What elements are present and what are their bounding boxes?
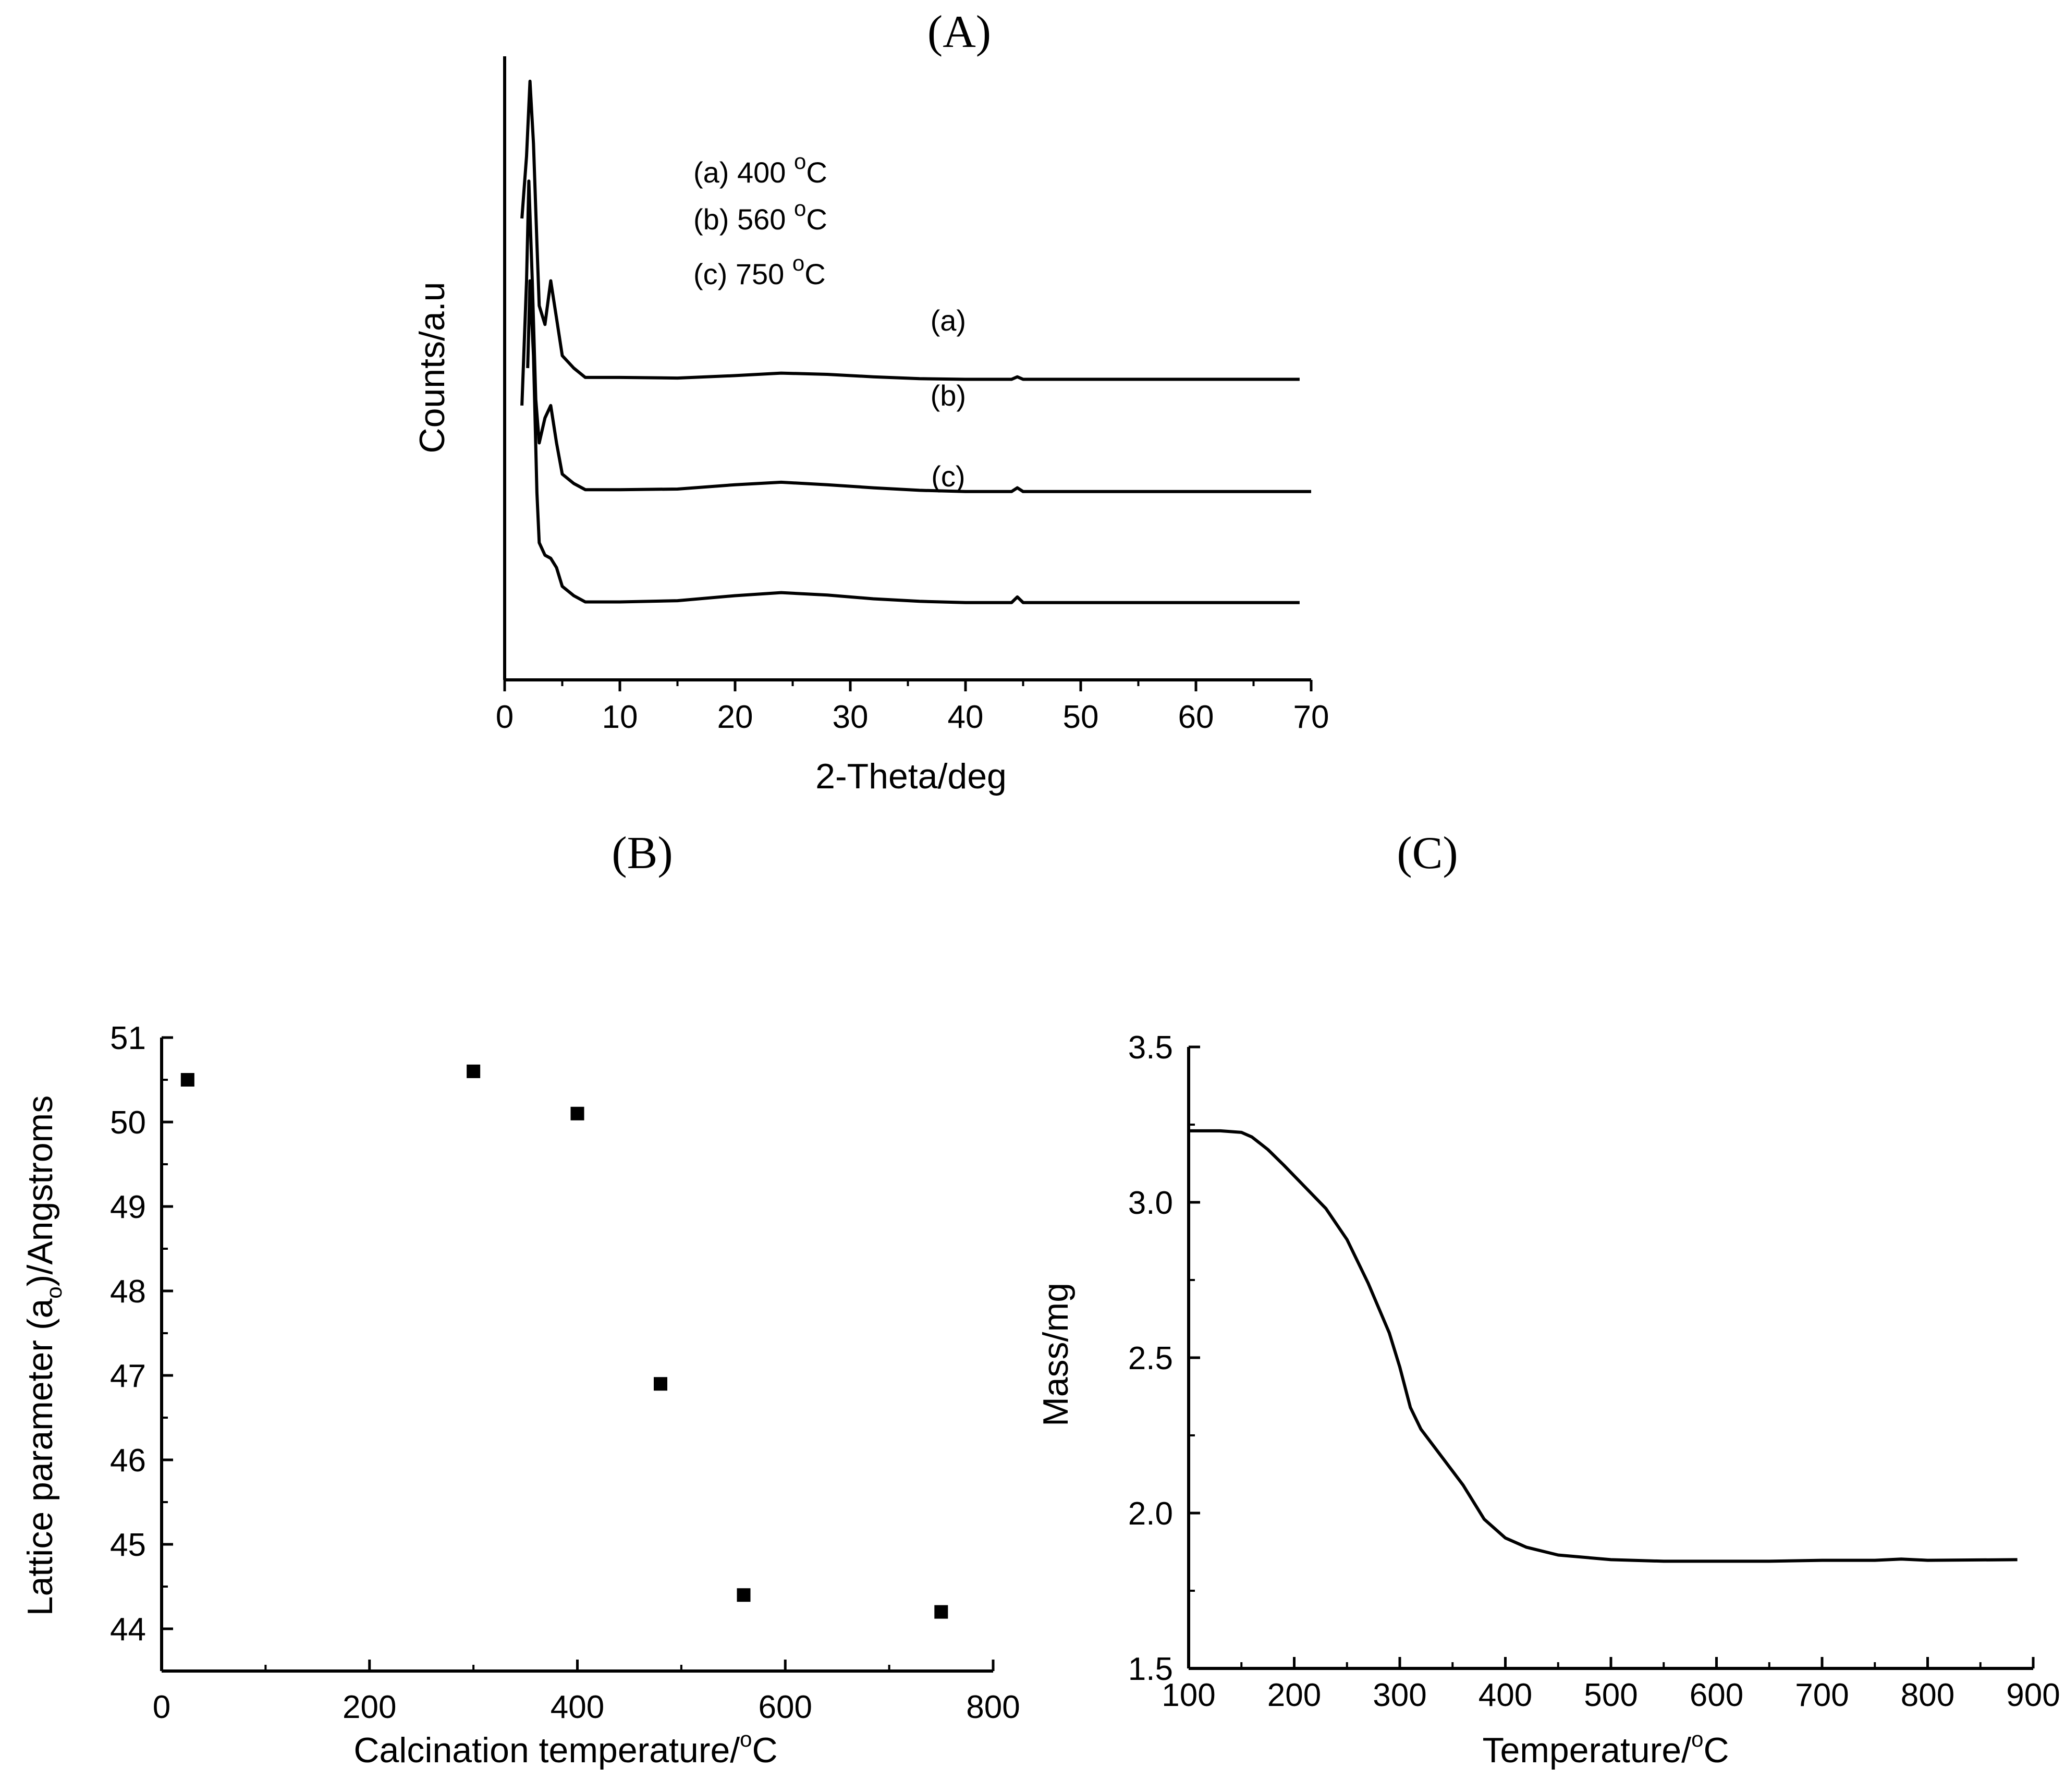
legend-text: (b) 560 <box>693 203 794 236</box>
x-axis-title-text-b: Calcination temperature/ <box>353 1730 740 1770</box>
x-tick-label-c: 200 <box>1267 1677 1321 1713</box>
chart-b: (B) 0 200 400 600 800 44 45 46 47 48 49 50 51 Calcinat… <box>20 828 1020 1770</box>
x-tick-label-a: 70 <box>1293 699 1329 735</box>
legend-degree: o <box>794 196 806 221</box>
legend-entry: (c) 750 oC <box>693 251 826 290</box>
x-tick-label-c: 900 <box>2006 1677 2060 1713</box>
x-tick-label-c: 100 <box>1162 1677 1215 1713</box>
scatter-point <box>934 1605 948 1619</box>
y-tick-label-b: 49 <box>110 1189 146 1225</box>
x-axis-title-degree-c: o <box>1691 1727 1703 1751</box>
panel-label-a: (A) <box>927 7 991 57</box>
x-tick-label-b: 800 <box>966 1689 1020 1725</box>
y-tick-label-b: 48 <box>110 1274 146 1310</box>
scatter-point <box>737 1588 751 1602</box>
chart-a: (A) 0 10 20 30 40 50 60 70 2-Theta/deg Counts/a.u (… <box>412 7 1329 796</box>
x-tick-label-a: 50 <box>1063 699 1099 735</box>
x-tick-label-c: 600 <box>1690 1677 1743 1713</box>
series-line-1 <box>520 179 1311 493</box>
legend-text: (a) 400 <box>693 156 794 189</box>
y-axis-title-a: Counts/a.u <box>412 282 452 454</box>
panel-label-c: (C) <box>1397 828 1458 879</box>
legend-unit: C <box>804 258 825 290</box>
series-label-0: (a) <box>931 304 966 337</box>
x-axis-title-unit-b: C <box>752 1730 778 1770</box>
x-axis-title-c: Temperature/oC <box>1482 1727 1729 1770</box>
y-axis-title-sub-b: o <box>42 1286 66 1298</box>
x-axis-title-b: Calcination temperature/oC <box>353 1727 777 1770</box>
series-line-0 <box>520 79 1300 381</box>
x-axis-title-unit-c: C <box>1703 1730 1729 1770</box>
x-tick-label-c: 400 <box>1479 1677 1532 1713</box>
y-tick-label-b: 51 <box>110 1020 146 1056</box>
x-tick-label-b: 400 <box>551 1689 604 1725</box>
scatter-point <box>570 1106 584 1120</box>
x-tick-label-a: 10 <box>602 699 638 735</box>
x-tick-label-c: 300 <box>1373 1677 1426 1713</box>
y-tick-label-c: 3.0 <box>1128 1185 1173 1221</box>
x-tick-label-a: 20 <box>717 699 753 735</box>
x-axis-title-a: 2-Theta/deg <box>815 757 1007 796</box>
y-tick-label-c: 1.5 <box>1128 1651 1173 1687</box>
legend-unit: C <box>806 203 827 236</box>
y-tick-label-b: 44 <box>110 1612 146 1648</box>
scatter-point <box>180 1073 194 1087</box>
legend-degree: o <box>794 149 806 174</box>
legend-text: (c) 750 <box>693 258 792 290</box>
panel-label-b: (B) <box>612 828 673 879</box>
y-tick-label-c: 2.5 <box>1128 1340 1173 1376</box>
x-tick-label-c: 800 <box>1901 1677 1954 1713</box>
x-axis-title-degree-b: o <box>740 1727 752 1751</box>
y-tick-label-c: 3.5 <box>1128 1030 1173 1066</box>
y-axis-title-c: Mass/mg <box>1036 1283 1076 1427</box>
x-tick-label-a: 40 <box>948 699 984 735</box>
series-label-2: (c) <box>931 460 965 493</box>
x-tick-label-c: 700 <box>1795 1677 1849 1713</box>
y-axis-title-text-b: Lattice parameter (a <box>20 1299 60 1616</box>
y-tick-label-b: 45 <box>110 1527 146 1563</box>
legend-degree: o <box>792 251 804 275</box>
y-axis-title-b: Lattice parameter (ao)/Angstroms <box>20 1095 66 1616</box>
x-tick-label-c: 500 <box>1584 1677 1638 1713</box>
scatter-point <box>654 1377 667 1391</box>
scatter-point <box>467 1064 481 1078</box>
series-line-2 <box>526 279 1300 604</box>
legend-entry: (b) 560 oC <box>693 196 827 236</box>
x-tick-label-b: 200 <box>343 1689 396 1725</box>
mass-curve <box>1189 1129 2018 1563</box>
y-axis-title-tail-b: )/Angstroms <box>20 1095 60 1287</box>
y-tick-label-b: 47 <box>110 1358 146 1394</box>
legend-unit: C <box>806 156 827 189</box>
series-label-1: (b) <box>931 379 966 412</box>
y-tick-label-b: 46 <box>110 1443 146 1479</box>
x-tick-label-a: 60 <box>1178 699 1214 735</box>
y-tick-label-b: 50 <box>110 1105 146 1141</box>
x-tick-label-b: 0 <box>153 1689 170 1725</box>
y-tick-label-c: 2.0 <box>1128 1496 1173 1532</box>
x-tick-label-a: 30 <box>833 699 869 735</box>
x-axis-title-text-c: Temperature/ <box>1482 1730 1691 1770</box>
chart-c: (C) 100 200 300 400 500 600 700 800 900 1.5 2.0 2.5 3… <box>1036 828 2060 1770</box>
x-tick-label-b: 600 <box>759 1689 812 1725</box>
legend-entry: (a) 400 oC <box>693 149 827 189</box>
x-tick-label-a: 0 <box>496 699 514 735</box>
